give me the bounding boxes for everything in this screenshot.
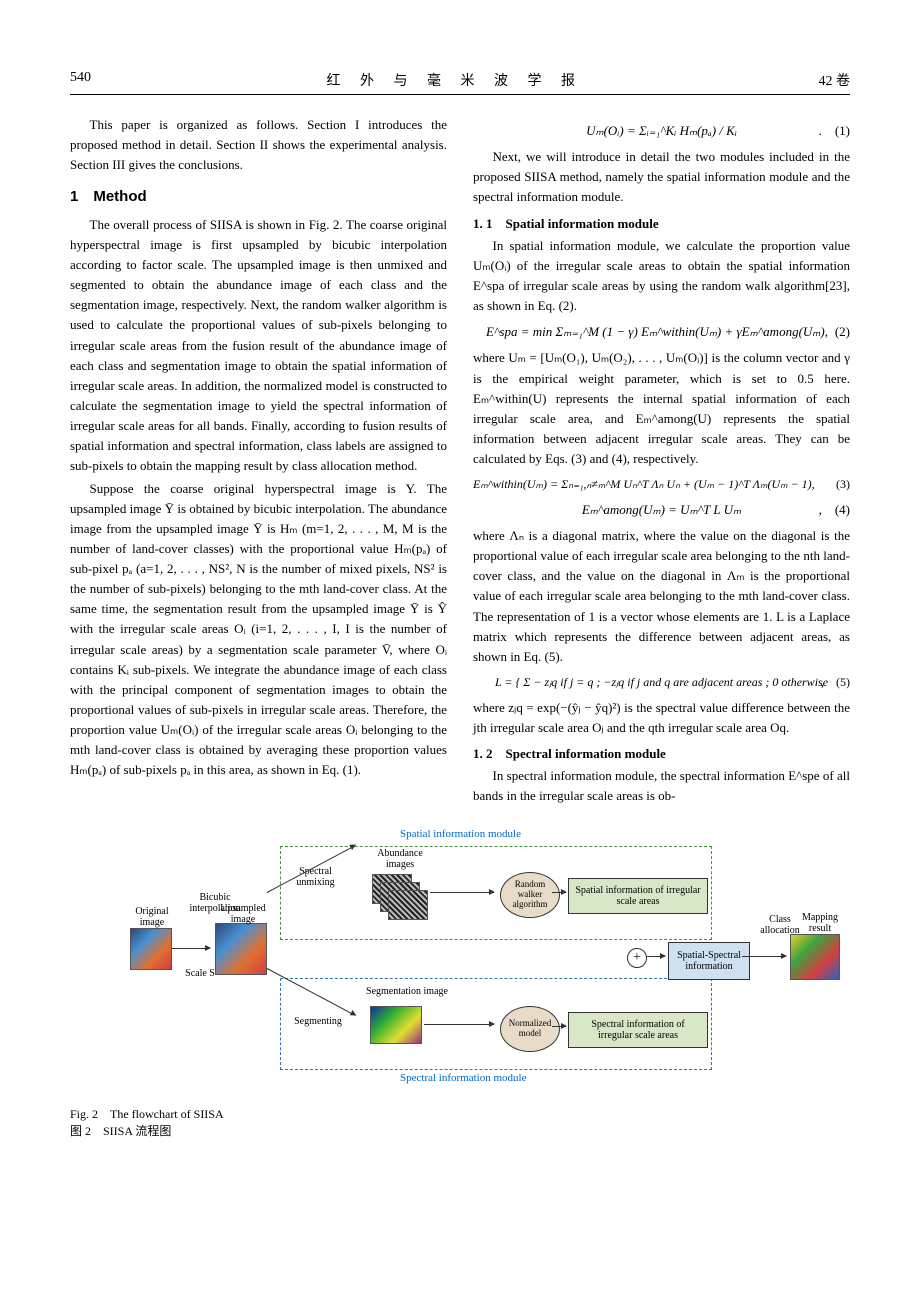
equation-4: Eₘ^among(Uₘ) = Uₘ^T L Uₘ , (4) <box>473 500 850 520</box>
page-header: 540 红 外 与 毫 米 波 学 报 42 卷 <box>70 70 850 95</box>
equation-1: Uₘ(Oᵢ) = Σᵢ₌₁^Kᵢ Hₘ(pₐ) / Kᵢ . (1) <box>473 121 850 141</box>
spatial-module-label: Spatial information module <box>400 828 521 840</box>
flowchart: Spatial information module Spectral info… <box>70 828 850 1098</box>
arrow-norm-spe <box>552 1026 566 1027</box>
arrow-plus-ss <box>647 956 665 957</box>
figure-caption: Fig. 2 The flowchart of SIISA 图 2 SIISA … <box>70 1106 850 1140</box>
subsection-1-1-heading: 1. 1 Spatial information module <box>473 214 850 234</box>
rc-para-5: where zⱼq = exp(−(ŷⱼ − ŷq)²) is the spec… <box>473 698 850 738</box>
equation-5: L = { Σ − zⱼq if j = q ; −zⱼq if j and q… <box>473 673 850 692</box>
rc-para-4: where Λₙ is a diagonal matrix, where the… <box>473 526 850 667</box>
normalized-model-node: Normalized model <box>500 1006 560 1052</box>
random-walker-node: Random walker algorithm <box>500 872 560 918</box>
equation-2: E^spa = min Σₘ₌₁^M (1 − γ) Eₘ^within(Uₘ)… <box>473 322 850 342</box>
spatial-info-box: Spatial information of irregular scale a… <box>568 878 708 914</box>
method-paragraph-1: The overall process of SIISA is shown in… <box>70 215 447 477</box>
spatial-spectral-box: Spatial-Spectral information <box>668 942 750 980</box>
mapping-result-thumb <box>790 934 840 980</box>
equation-3: Eₘ^within(Uₘ) = Σₙ₌₁,ₙ≠ₘ^M Uₙ^T Λₙ Uₙ + … <box>473 475 850 494</box>
segmenting-label: Segmenting <box>288 1016 348 1027</box>
rc-para-3: where Uₘ = [Uₘ(O₁), Uₘ(O₂), . . . , Uₘ(O… <box>473 348 850 469</box>
figure-2: Spatial information module Spectral info… <box>70 828 850 1140</box>
rc-para-6: In spectral information module, the spec… <box>473 766 850 806</box>
page-number: 540 <box>70 70 91 90</box>
journal-title: 红 外 与 毫 米 波 学 报 <box>327 70 584 90</box>
spectral-module-label: Spectral information module <box>400 1072 526 1084</box>
segmentation-thumb <box>370 1006 422 1044</box>
left-column: This paper is organized as follows. Sect… <box>70 115 447 808</box>
arrow-abund-rw <box>430 892 494 893</box>
rc-para-1: Next, we will introduce in detail the tw… <box>473 147 850 207</box>
fusion-plus-icon: + <box>627 948 647 968</box>
arrow-seg-norm <box>424 1024 494 1025</box>
intro-paragraph: This paper is organized as follows. Sect… <box>70 115 447 175</box>
abundance-label: Abundance images <box>365 848 435 870</box>
right-column: Uₘ(Oᵢ) = Σᵢ₌₁^Kᵢ Hₘ(pₐ) / Kᵢ . (1) Next,… <box>473 115 850 808</box>
volume-label: 42 卷 <box>819 70 851 90</box>
arrow-class-alloc <box>742 956 786 957</box>
upsampled-label: Upsampled image <box>208 903 278 925</box>
caption-en: Fig. 2 The flowchart of SIISA <box>70 1106 850 1123</box>
arrow-rw-spa <box>552 892 566 893</box>
arrow-1 <box>172 948 210 949</box>
original-image-thumb <box>130 928 172 970</box>
spectral-info-box: Spectral information of irregular scale … <box>568 1012 708 1048</box>
subsection-1-2-heading: 1. 2 Spectral information module <box>473 744 850 764</box>
rc-para-2: In spatial information module, we calcul… <box>473 236 850 317</box>
scale-label: Scale S <box>175 968 225 979</box>
method-paragraph-2: Suppose the coarse original hyperspectra… <box>70 479 447 781</box>
section-1-heading: 1 Method <box>70 185 447 208</box>
mapping-label: Mapping result <box>790 912 850 934</box>
caption-cn: 图 2 SIISA 流程图 <box>70 1123 850 1140</box>
segmentation-label: Segmentation image <box>362 986 452 997</box>
abundance-thumb-3 <box>388 890 428 920</box>
original-image-label: Original image <box>122 906 182 928</box>
